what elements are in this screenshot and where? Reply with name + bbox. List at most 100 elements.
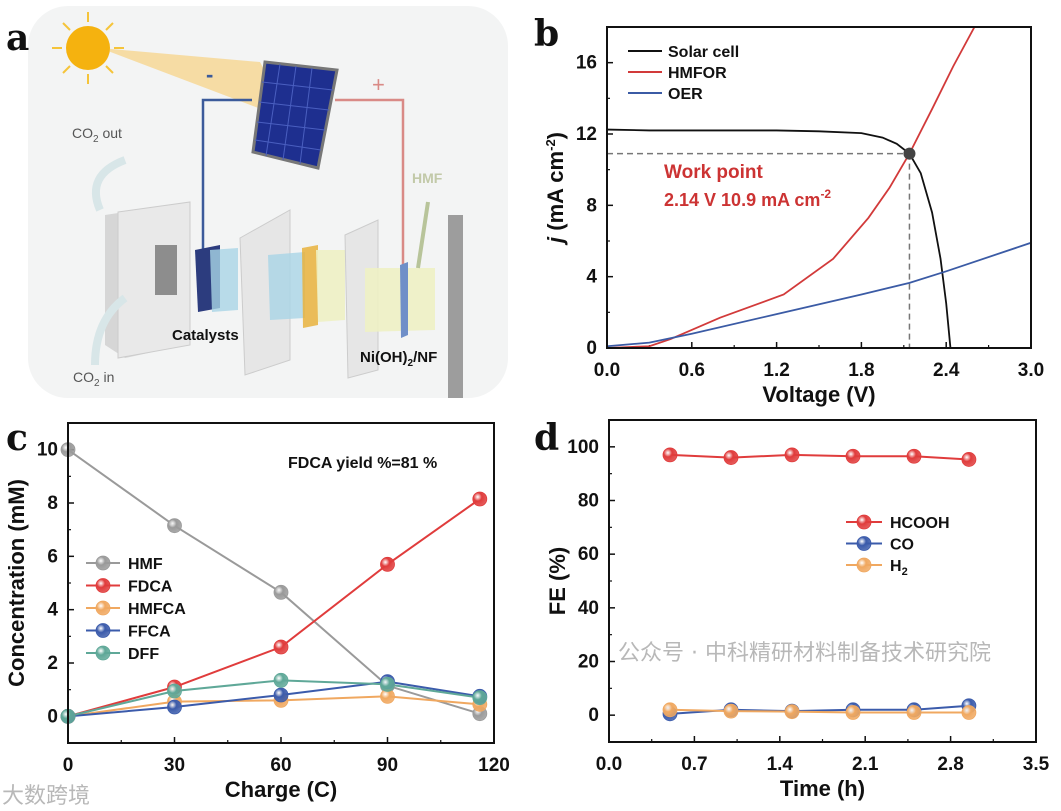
anode-sub: 2 xyxy=(408,358,414,369)
legend-label-text: HMFOR xyxy=(668,65,727,82)
legend-label: DFF xyxy=(128,646,159,663)
legend-marker-hcooh xyxy=(856,514,872,530)
x-tick-label: 2.4 xyxy=(933,360,960,381)
panel-a-schematic: - + CO2 out CO2 in HMF Catalysts Ni(OH)2… xyxy=(28,6,508,398)
panel-label-b: b xyxy=(534,13,559,55)
legend-label-text: FFCA xyxy=(128,624,171,641)
co2-in-tail: in xyxy=(100,369,115,385)
legend-label-text: OER xyxy=(668,86,703,103)
y-tick-label: 20 xyxy=(578,652,599,673)
x-tick-label: 0.7 xyxy=(681,754,707,775)
x-axis-label: Time (h) xyxy=(780,776,865,801)
anolyte-1 xyxy=(316,250,345,322)
middle-chamber xyxy=(268,252,305,320)
legend-marker-hmf xyxy=(95,555,111,571)
data-point-h xyxy=(723,703,739,719)
series-line-oer xyxy=(607,241,1031,348)
legend-label: FFCA xyxy=(128,624,171,641)
co2-out-sub: 2 xyxy=(93,134,99,145)
chart-b-jv-curves: 0.0 0.6 1.2 1.8 2.4 3.0 0 4 8 12 16 Voltage (V) j (m… xyxy=(543,26,1044,407)
plot-frame xyxy=(608,419,1037,743)
gas-window xyxy=(155,245,177,295)
co2-in-label: CO2 in xyxy=(73,369,114,389)
legend-label-text: DFF xyxy=(128,646,159,663)
x-tick-label: 2.8 xyxy=(937,754,963,775)
y-tick-label: 100 xyxy=(567,437,599,458)
y-tick-label: 60 xyxy=(578,544,599,565)
series-line-solar-cell xyxy=(607,128,952,348)
data-point-hcooh xyxy=(845,448,861,464)
y-tick-label: 80 xyxy=(578,491,599,512)
x-tick-label: 0 xyxy=(63,755,74,776)
work-point-label: Work point xyxy=(664,162,764,183)
y-tick-label: 0 xyxy=(586,338,597,359)
plot-frame xyxy=(606,26,1032,349)
middle-plate-2 xyxy=(344,219,379,379)
co2-in-sub: 2 xyxy=(94,378,100,389)
anode-wire xyxy=(335,98,405,265)
legend-label: HMFCA xyxy=(128,601,186,618)
x-tick-label: 30 xyxy=(164,755,185,776)
panel-label-c: c xyxy=(6,417,28,459)
co2-out-arrow-icon xyxy=(92,156,127,212)
data-point-hcooh xyxy=(723,450,739,465)
y-tick-label: 40 xyxy=(578,598,599,619)
legend-marker-co xyxy=(856,536,872,551)
plot-frame xyxy=(67,422,495,744)
data-point-h xyxy=(784,704,800,720)
y-tick-label: 4 xyxy=(586,267,597,288)
sunlight-beam xyxy=(100,48,290,120)
legend-label: H2 xyxy=(890,558,908,578)
anode-nickel-foam xyxy=(400,262,408,338)
legend-label: FDCA xyxy=(128,579,173,596)
y-tick-label: 0 xyxy=(47,706,58,727)
series-line-hcooh xyxy=(669,453,969,461)
x-tick-label: 0.6 xyxy=(679,360,705,381)
legend-marker-h xyxy=(856,557,872,573)
fdca-yield-annotation: FDCA yield %=81 % xyxy=(288,455,437,472)
x-axis-label: Charge (C) xyxy=(225,777,337,802)
x-tick-label: 1.8 xyxy=(848,360,874,381)
legend-marker-fdca xyxy=(95,578,111,593)
legend-label-text: HMF xyxy=(128,556,163,573)
data-point-dff xyxy=(380,676,395,692)
legend-label: Solar cell xyxy=(668,44,739,61)
work-point-marker xyxy=(903,147,916,160)
series-line-hmfor xyxy=(607,27,976,348)
co2-in-arrow-icon xyxy=(91,294,128,366)
data-point-fdca xyxy=(380,556,395,572)
chart-d-faradaic-efficiency: 0.0 0.7 1.4 2.1 2.8 3.5 0 20 40 60 80 100 Time (h) FE… xyxy=(545,419,1050,801)
membrane xyxy=(302,245,318,328)
data-point-h xyxy=(662,702,678,718)
data-point-hcooh xyxy=(906,448,922,464)
data-point-fdca xyxy=(273,639,289,655)
chart-c-concentration: 0 30 60 90 120 0 2 4 6 8 10 Charge (C) Concentration… xyxy=(4,422,510,802)
y-tick-label: 8 xyxy=(586,195,597,216)
sun-icon xyxy=(52,12,124,84)
co2-out-text: CO xyxy=(72,125,93,141)
data-point-hcooh xyxy=(662,447,678,463)
legend-marker-dff xyxy=(95,645,111,661)
catholyte xyxy=(210,248,238,312)
anode-tail: /NF xyxy=(413,349,437,366)
legend-marker-ffca xyxy=(95,623,111,638)
cathode-wire xyxy=(201,98,252,255)
x-axis-label: Voltage (V) xyxy=(762,382,875,407)
x-tick-label: 120 xyxy=(478,755,510,776)
x-tick-label: 0.0 xyxy=(594,360,620,381)
y-axis-label: j (mA cm-2) xyxy=(543,132,568,246)
y-tick-label: 12 xyxy=(576,124,597,145)
x-tick-label: 60 xyxy=(270,755,291,776)
y-tick-label: 2 xyxy=(47,653,58,674)
co2-out-tail: out xyxy=(99,125,122,141)
catalysts-label: Catalysts xyxy=(172,327,239,344)
legend-label: HMF xyxy=(128,556,163,573)
legend-label: OER xyxy=(668,86,703,103)
y-tick-label: 6 xyxy=(47,546,58,567)
data-point-ffca xyxy=(167,699,182,715)
x-tick-label: 3.0 xyxy=(1018,360,1044,381)
data-point-dff xyxy=(167,683,182,699)
hmf-arrow-icon xyxy=(416,201,430,269)
y-label-unit: (mA cm xyxy=(543,151,568,237)
legend-label-text: H xyxy=(890,558,902,575)
